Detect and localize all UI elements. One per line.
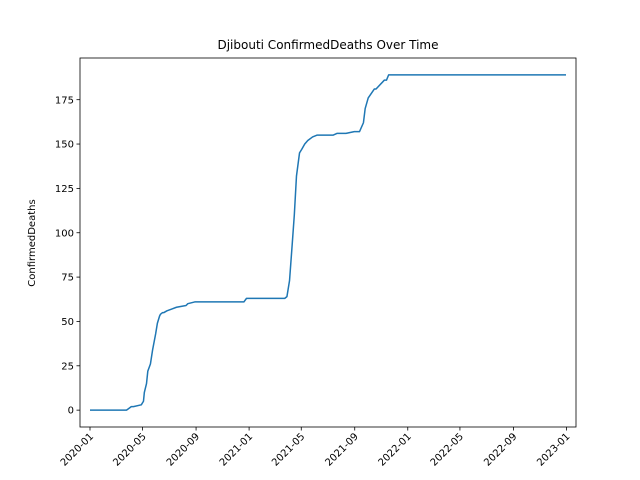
x-tick-label: 2021-05 <box>270 431 307 468</box>
x-tick-label: 2022-05 <box>429 431 466 468</box>
x-tick-label: 2021-09 <box>324 431 361 468</box>
x-tick-label: 2020-09 <box>165 431 202 468</box>
y-tick-label: 0 <box>68 406 74 417</box>
y-tick-label: 25 <box>61 361 74 372</box>
x-axis: 2020-01 2020-05 2020-09 2021-01 2021-05 2021-… <box>59 427 573 469</box>
y-axis-label: ConfirmedDeaths <box>27 199 38 286</box>
chart-title: Djibouti ConfirmedDeaths Over Time <box>217 38 438 52</box>
y-tick-label: 100 <box>55 228 74 239</box>
y-tick-label: 50 <box>61 317 74 328</box>
x-tick-label: 2023-01 <box>535 431 572 468</box>
x-tick-label: 2021-01 <box>218 431 255 468</box>
x-tick-label: 2022-09 <box>482 431 519 468</box>
plot-frame <box>79 57 577 428</box>
y-tick-label: 125 <box>55 184 74 195</box>
y-axis: 0 25 50 75 100 125 150 175 <box>55 95 80 417</box>
y-tick-label: 75 <box>61 273 74 284</box>
y-tick-label: 150 <box>55 140 74 151</box>
y-tick-label: 175 <box>55 95 74 106</box>
x-tick-label: 2020-05 <box>111 431 148 468</box>
x-tick-label: 2020-01 <box>59 431 96 468</box>
series-line <box>90 74 566 411</box>
x-tick-label: 2022-01 <box>377 431 414 468</box>
